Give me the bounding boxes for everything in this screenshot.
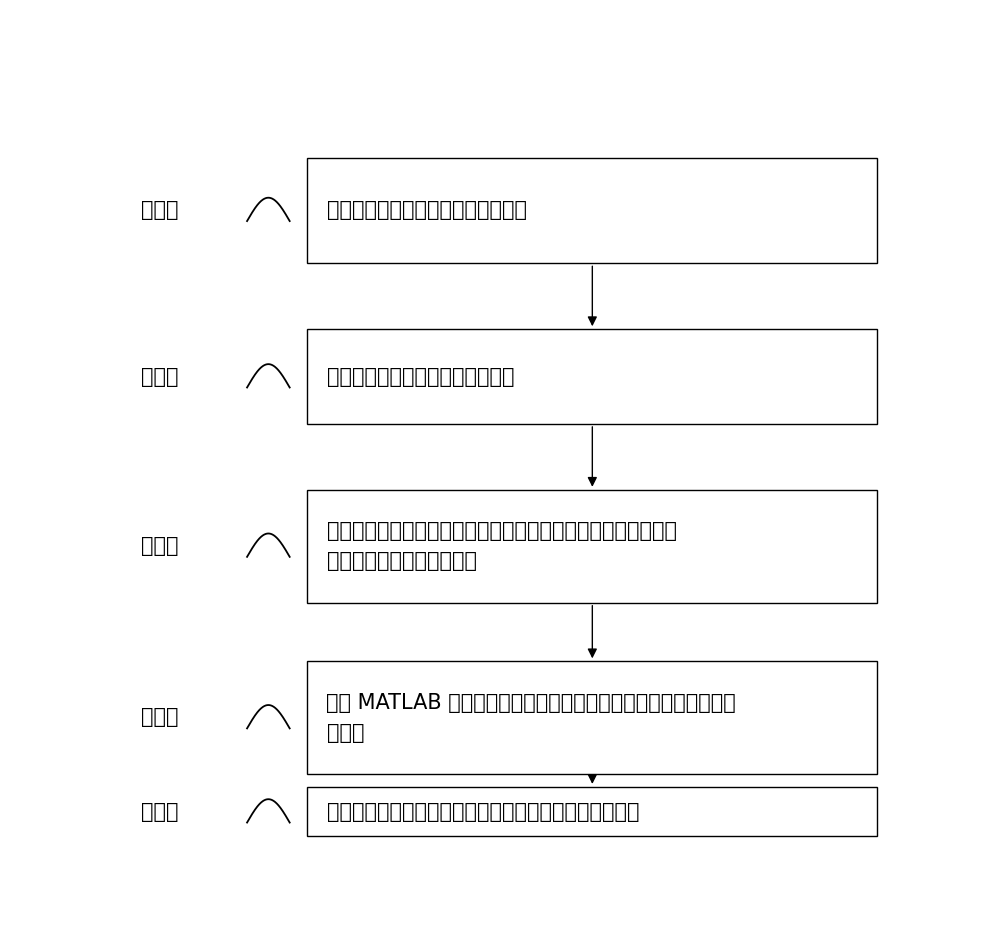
Bar: [307, 490, 877, 603]
Bar: [307, 329, 877, 424]
Bar: [307, 787, 877, 836]
Text: 构造期望闭环传递函数的结构形式: 构造期望闭环传递函数的结构形式: [326, 367, 514, 387]
Bar: [307, 662, 877, 775]
Bar: [307, 157, 877, 264]
Text: 运用被控对象传递函数及期望闭环传递函数求解出控制器: 运用被控对象传递函数及期望闭环传递函数求解出控制器: [326, 802, 639, 822]
Text: 运用 MATLAB 工具箱求解优化问题，得到优化的期望闭环传递函数
的参数: 运用 MATLAB 工具箱求解优化问题，得到优化的期望闭环传递函数 的参数: [326, 693, 736, 742]
Text: 步骤五: 步骤五: [140, 802, 178, 822]
Text: 系统辨识，确定被控对象的传递函数: 系统辨识，确定被控对象的传递函数: [326, 200, 526, 221]
Text: 步骤二: 步骤二: [140, 367, 178, 387]
Text: 步骤三: 步骤三: [140, 536, 178, 556]
Text: 步骤一: 步骤一: [140, 200, 178, 220]
Text: 步骤四: 步骤四: [140, 707, 178, 727]
Text: 建立系统频响指标、剪切频率和稳定裕度设计约束与期望闭环传
递函数参数之间的数学关系: 建立系统频响指标、剪切频率和稳定裕度设计约束与期望闭环传 递函数参数之间的数学关…: [326, 521, 676, 571]
